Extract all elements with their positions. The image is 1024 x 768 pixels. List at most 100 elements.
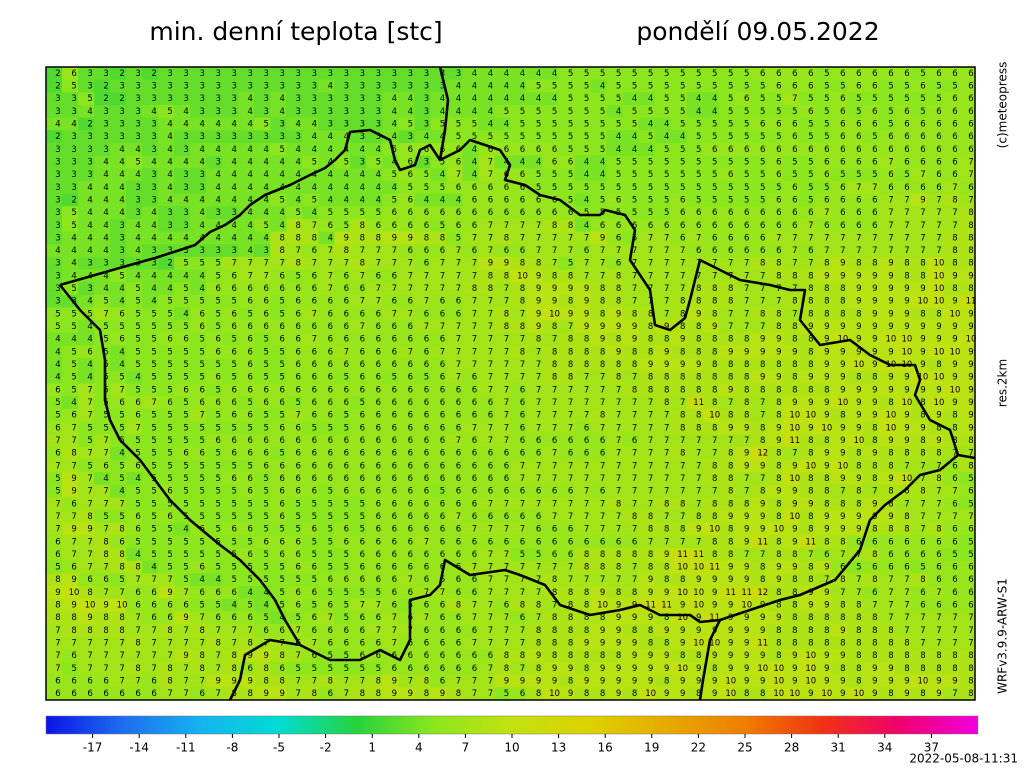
grid-value: 6 xyxy=(552,157,557,167)
grid-value: 6 xyxy=(488,449,493,459)
grid-cell xyxy=(622,155,640,169)
grid-value: 5 xyxy=(632,119,637,129)
grid-value: 6 xyxy=(552,487,557,497)
grid-cell xyxy=(878,67,896,81)
grid-cell xyxy=(366,206,383,220)
grid-value: 3 xyxy=(71,170,76,180)
grid-cell xyxy=(574,193,591,207)
grid-cell xyxy=(638,67,656,81)
grid-value: 6 xyxy=(856,145,861,155)
grid-value: 5 xyxy=(376,208,381,218)
grid-cell xyxy=(558,244,575,258)
grid-value: 6 xyxy=(199,309,204,319)
grid-value: 6 xyxy=(792,81,797,91)
grid-value: 5 xyxy=(248,398,253,408)
grid-cell xyxy=(878,180,896,194)
grid-value: 4 xyxy=(215,183,220,193)
grid-cell xyxy=(894,193,912,207)
grid-value: 4 xyxy=(119,297,124,307)
grid-cell xyxy=(222,206,239,220)
grid-value: 9 xyxy=(840,474,845,484)
grid-value: 7 xyxy=(71,512,76,522)
grid-value: 7 xyxy=(488,360,493,370)
grid-value: 6 xyxy=(584,423,589,433)
grid-value: 4 xyxy=(183,309,188,319)
grid-value: 2 xyxy=(151,69,156,79)
grid-value: 7 xyxy=(552,499,557,509)
grid-value: 7 xyxy=(632,487,637,497)
grid-cell xyxy=(206,79,223,93)
grid-value: 5 xyxy=(167,373,172,383)
grid-value: 6 xyxy=(344,309,349,319)
grid-cell xyxy=(510,130,527,144)
grid-cell xyxy=(958,231,976,245)
grid-cell xyxy=(398,218,415,232)
grid-value: 6 xyxy=(840,157,845,167)
grid-cell xyxy=(606,142,624,157)
grid-value: 3 xyxy=(312,69,317,79)
grid-value: 4 xyxy=(472,107,477,117)
grid-value: 9 xyxy=(728,512,733,522)
grid-cell xyxy=(158,117,175,131)
grid-value: 5 xyxy=(264,474,269,484)
grid-value: 5 xyxy=(744,170,749,180)
grid-value: 7 xyxy=(904,233,909,243)
grid-cell xyxy=(302,193,319,207)
grid-value: 4 xyxy=(360,145,365,155)
grid-cell xyxy=(510,231,527,245)
grid-value: 5 xyxy=(71,221,76,231)
grid-value: 6 xyxy=(328,373,333,383)
grid-cell xyxy=(382,117,399,131)
grid-value: 7 xyxy=(904,246,909,256)
grid-cell xyxy=(814,244,832,258)
grid-value: 6 xyxy=(824,145,829,155)
grid-value: 4 xyxy=(680,132,685,142)
grid-cell xyxy=(142,142,159,157)
grid-cell xyxy=(206,206,223,220)
grid-value: 5 xyxy=(712,195,717,205)
grid-value: 4 xyxy=(344,170,349,180)
grid-value: 7 xyxy=(328,284,333,294)
grid-value: 5 xyxy=(215,297,220,307)
grid-value: 5 xyxy=(680,145,685,155)
grid-cell xyxy=(62,244,79,258)
grid-cell xyxy=(318,142,335,157)
grid-value: 7 xyxy=(744,297,749,307)
grid-value: 5 xyxy=(199,259,204,269)
grid-value: 7 xyxy=(680,246,685,256)
grid-value: 7 xyxy=(680,271,685,281)
grid-value: 2 xyxy=(167,259,172,269)
grid-value: 6 xyxy=(920,119,925,129)
grid-value: 5 xyxy=(632,81,637,91)
grid-value: 7 xyxy=(584,474,589,484)
grid-value: 7 xyxy=(520,335,525,345)
grid-value: 4 xyxy=(119,284,124,294)
grid-value: 6 xyxy=(472,474,477,484)
grid-value: 6 xyxy=(792,195,797,205)
grid-value: 9 xyxy=(856,474,861,484)
grid-value: 5 xyxy=(728,157,733,167)
grid-cell xyxy=(254,67,271,81)
grid-value: 6 xyxy=(231,284,236,294)
grid-value: 6 xyxy=(968,145,973,155)
grid-cell xyxy=(526,231,543,245)
grid-value: 6 xyxy=(55,423,60,433)
grid-value: 7 xyxy=(472,233,477,243)
grid-value: 4 xyxy=(280,208,285,218)
grid-value: 6 xyxy=(167,512,172,522)
grid-value: 3 xyxy=(199,246,204,256)
grid-cell xyxy=(462,206,479,220)
grid-value: 6 xyxy=(280,398,285,408)
grid-value: 5 xyxy=(744,107,749,117)
grid-value: 6 xyxy=(920,157,925,167)
grid-value: 2 xyxy=(55,69,60,79)
grid-value: 9 xyxy=(552,297,557,307)
grid-value: 7 xyxy=(952,183,957,193)
grid-cell xyxy=(206,104,223,119)
grid-value: 6 xyxy=(536,195,541,205)
grid-value: 5 xyxy=(344,157,349,167)
grid-value: 6 xyxy=(776,208,781,218)
grid-value: 8 xyxy=(568,297,573,307)
grid-value: 5 xyxy=(167,385,172,395)
grid-value: 3 xyxy=(55,145,60,155)
